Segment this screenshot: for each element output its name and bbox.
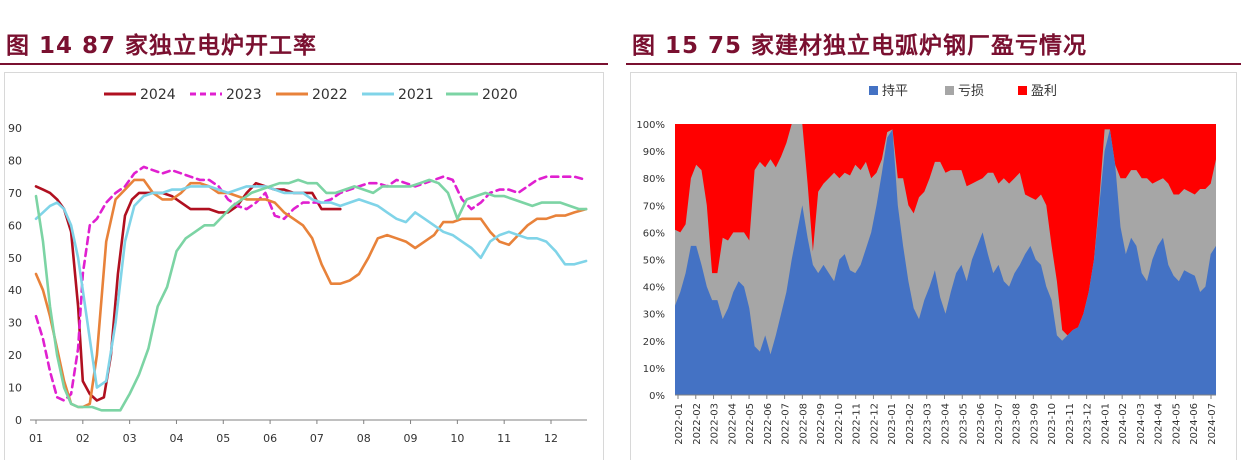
title-rule <box>626 63 1241 65</box>
x-tick-label: 2024-03 <box>1136 403 1147 445</box>
x-tick-label: 12 <box>544 432 558 445</box>
stacked-area-chart-profit-loss: 0% 10% 20% 30% 40% 50% 60% 70% 80% 90% 100% 2022-01… <box>636 84 1218 445</box>
line-chart-operating-rate: 01 02 03 04 05 06 07 08 09 10 11 12 0 10 20 30 40 50 60 70 8… <box>8 87 588 445</box>
series-line-2021 <box>34 185 588 389</box>
legend-swatch-持平 <box>869 86 878 95</box>
x-tick-label: 01 <box>29 432 43 445</box>
x-tick-label: 2022-06 <box>763 403 774 445</box>
x-tick-label: 2023-10 <box>1047 403 1058 445</box>
x-tick-label: 2023-11 <box>1065 403 1076 445</box>
x-tick-label: 07 <box>310 432 324 445</box>
x-tick-label: 02 <box>76 432 90 445</box>
y-tick-label: 60% <box>643 228 665 239</box>
x-tick-label: 2023-01 <box>887 403 898 445</box>
x-tick-label: 2024-07 <box>1207 403 1218 445</box>
x-tick-label: 2022-09 <box>816 403 827 445</box>
legend-label-盈利: 盈利 <box>1031 84 1057 99</box>
legend-label-2022: 2022 <box>312 87 348 103</box>
x-tick-label: 2023-09 <box>1029 403 1040 445</box>
chart-frame <box>4 72 604 460</box>
y-tick-label: 40 <box>8 284 22 297</box>
series-line-2024 <box>34 181 342 402</box>
x-tick-label: 2022-02 <box>692 403 703 445</box>
y-tick-label: 50 <box>8 252 22 265</box>
series-line-2023 <box>34 165 588 402</box>
x-tick-label: 2022-07 <box>781 403 792 445</box>
legend-label-亏损: 亏损 <box>958 84 984 99</box>
y-tick-label: 0% <box>649 391 665 402</box>
title-rule <box>0 63 608 65</box>
x-tick-label: 2024-05 <box>1171 403 1182 445</box>
figure-15-title: 图 15 75 家建材独立电弧炉钢厂盈亏情况 <box>632 33 1088 59</box>
x-tick-label: 2024-01 <box>1100 403 1111 445</box>
x-tick-label: 2022-10 <box>834 403 845 445</box>
legend-swatch-盈利 <box>1018 86 1027 95</box>
y-tick-label: 20% <box>643 337 665 348</box>
series-line-2022 <box>34 178 588 409</box>
x-tick-label: 2022-01 <box>674 403 685 445</box>
x-tick-label: 09 <box>404 432 418 445</box>
x-tick-label: 05 <box>216 432 230 445</box>
figure-14-title: 图 14 87 家独立电炉开工率 <box>6 33 318 59</box>
x-tick-label: 2022-08 <box>798 403 809 445</box>
legend-swatch-亏损 <box>945 86 954 95</box>
y-tick-label: 100% <box>636 120 665 131</box>
y-tick-label: 0 <box>15 414 22 427</box>
x-tick-label: 2023-05 <box>958 403 969 445</box>
x-tick-label: 2022-11 <box>852 403 863 445</box>
y-tick-label: 90 <box>8 122 22 135</box>
y-tick-label: 70 <box>8 187 22 200</box>
y-tick-label: 50% <box>643 256 665 267</box>
x-tick-label: 2022-12 <box>869 403 880 445</box>
x-tick-label: 06 <box>263 432 277 445</box>
series-area-持平 <box>675 129 1216 395</box>
y-tick-label: 80% <box>643 174 665 185</box>
x-tick-label: 10 <box>450 432 464 445</box>
y-tick-label: 60 <box>8 219 22 232</box>
y-tick-label: 40% <box>643 283 665 294</box>
x-tick-label: 2023-03 <box>923 403 934 445</box>
chart-frame <box>630 72 1237 460</box>
y-tick-label: 80 <box>8 154 22 167</box>
x-tick-label: 2024-04 <box>1154 403 1165 445</box>
left-panel: 图 14 87 家独立电炉开工率 01 02 03 04 05 06 07 08 09 10 11 1… <box>0 0 608 460</box>
legend-label-2023: 2023 <box>226 87 262 103</box>
x-tick-label: 04 <box>169 432 183 445</box>
x-tick-label: 2022-03 <box>710 403 721 445</box>
legend-label-2020: 2020 <box>482 87 518 103</box>
y-tick-label: 20 <box>8 349 22 362</box>
y-tick-label: 10% <box>643 364 665 375</box>
x-tick-label: 2023-02 <box>905 403 916 445</box>
x-tick-label: 2024-06 <box>1189 403 1200 445</box>
x-tick-label: 2024-02 <box>1118 403 1129 445</box>
legend-label-2024: 2024 <box>140 87 176 103</box>
y-tick-label: 70% <box>643 201 665 212</box>
legend-label-2021: 2021 <box>398 87 434 103</box>
y-tick-label: 30% <box>643 310 665 321</box>
series-line-2020 <box>34 178 588 412</box>
x-tick-label: 08 <box>357 432 371 445</box>
x-tick-label: 2023-07 <box>994 403 1005 445</box>
x-tick-label: 2023-08 <box>1012 403 1023 445</box>
x-tick-label: 2022-04 <box>727 403 738 445</box>
legend-label-持平: 持平 <box>882 84 908 99</box>
x-tick-label: 2023-04 <box>941 403 952 445</box>
x-tick-label: 2022-05 <box>745 403 756 445</box>
x-tick-label: 2023-06 <box>976 403 987 445</box>
y-tick-label: 90% <box>643 147 665 158</box>
x-tick-label: 2023-12 <box>1083 403 1094 445</box>
y-tick-label: 30 <box>8 317 22 330</box>
y-tick-label: 10 <box>8 382 22 395</box>
x-tick-label: 03 <box>123 432 137 445</box>
x-tick-label: 11 <box>497 432 511 445</box>
right-panel: 图 15 75 家建材独立电弧炉钢厂盈亏情况 0% 10% 20% 30% 40% 50%… <box>626 0 1241 460</box>
